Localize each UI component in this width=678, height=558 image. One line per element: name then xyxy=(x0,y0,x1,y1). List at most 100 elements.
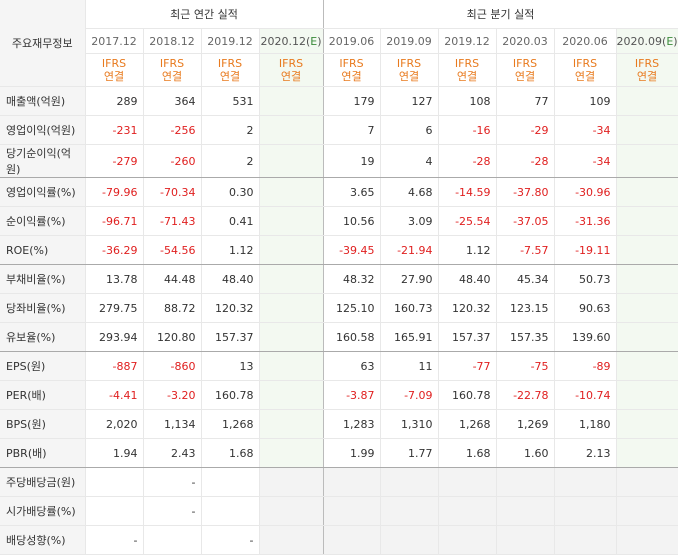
table-cell: -7.57 xyxy=(496,235,555,265)
table-cell: 127 xyxy=(380,86,439,116)
table-cell: -36.29 xyxy=(85,235,144,265)
table-cell xyxy=(323,467,381,497)
table-cell: -3.20 xyxy=(143,380,202,410)
table-cell: -54.56 xyxy=(143,235,202,265)
table-cell: 125.10 xyxy=(323,293,381,323)
table-cell: 2.43 xyxy=(143,438,202,468)
table-row: 순이익률(%) -96.71 -71.43 0.41 10.56 3.09 -25.54 -3… xyxy=(0,206,678,236)
table-cell xyxy=(616,496,678,526)
row-label[interactable]: 주당배당금(원) xyxy=(0,467,86,497)
table-cell: 3.65 xyxy=(323,177,381,207)
row-label[interactable]: 배당성향(%) xyxy=(0,525,86,555)
row-label[interactable]: EPS(원) xyxy=(0,351,86,381)
table-cell xyxy=(201,467,260,497)
table-cell xyxy=(259,144,324,178)
row-label[interactable]: 당기순이익(억원) xyxy=(0,144,86,178)
table-cell xyxy=(259,115,324,145)
table-cell: 4.68 xyxy=(380,177,439,207)
table-cell: -887 xyxy=(85,351,144,381)
row-label[interactable]: 당좌비율(%) xyxy=(0,293,86,323)
table-cell: 2 xyxy=(201,115,260,145)
table-cell xyxy=(259,409,324,439)
table-cell xyxy=(259,438,324,468)
period-header: 2019.12 xyxy=(438,28,497,54)
table-cell: 2.13 xyxy=(554,438,617,468)
table-cell xyxy=(616,525,678,555)
table-cell: -34 xyxy=(554,144,617,178)
table-cell: 160.78 xyxy=(201,380,260,410)
table-row: 부채비율(%) 13.78 44.48 48.40 48.32 27.90 48.40 45.… xyxy=(0,264,678,294)
row-label[interactable]: 유보율(%) xyxy=(0,322,86,352)
annual-group-header: 최근 연간 실적 xyxy=(85,0,324,29)
table-row: 당좌비율(%) 279.75 88.72 120.32 125.10 160.73 120.… xyxy=(0,293,678,323)
table-cell xyxy=(201,496,260,526)
row-label[interactable]: PER(배) xyxy=(0,380,86,410)
table-cell: 90.63 xyxy=(554,293,617,323)
table-cell: -34 xyxy=(554,115,617,145)
quarter-group-header: 최근 분기 실적 xyxy=(323,0,678,29)
row-label[interactable]: PBR(배) xyxy=(0,438,86,468)
table-row: EPS(원) -887 -860 13 63 11 -77 -75 -89 xyxy=(0,351,678,381)
table-cell: -10.74 xyxy=(554,380,617,410)
table-cell xyxy=(616,322,678,352)
period-header: 2018.12 xyxy=(143,28,202,54)
table-cell: - xyxy=(143,496,202,526)
table-cell: 531 xyxy=(201,86,260,116)
row-label[interactable]: 영업이익률(%) xyxy=(0,177,86,207)
table-cell: 1,310 xyxy=(380,409,439,439)
row-label[interactable]: 순이익률(%) xyxy=(0,206,86,236)
table-cell: 3.09 xyxy=(380,206,439,236)
table-cell: 19 xyxy=(323,144,381,178)
table-cell: 160.78 xyxy=(438,380,497,410)
table-cell: 77 xyxy=(496,86,555,116)
row-label[interactable]: 부채비율(%) xyxy=(0,264,86,294)
table-row: ROE(%) -36.29 -54.56 1.12 -39.45 -21.94 1.12 -7… xyxy=(0,235,678,265)
table-cell: 1.99 xyxy=(323,438,381,468)
table-row: 주당배당금(원) - xyxy=(0,467,678,497)
table-cell xyxy=(496,467,555,497)
table-cell: 157.35 xyxy=(496,322,555,352)
row-label[interactable]: 매출액(억원) xyxy=(0,86,86,116)
table-cell: - xyxy=(85,525,144,555)
table-cell xyxy=(85,467,144,497)
table-row: BPS(원) 2,020 1,134 1,268 1,283 1,310 1,268 1,26… xyxy=(0,409,678,439)
ifrs-label: IFRS 연결 xyxy=(201,53,260,87)
table-cell xyxy=(259,177,324,207)
period-header: 2020.06 xyxy=(554,28,617,54)
table-cell: -71.43 xyxy=(143,206,202,236)
row-label[interactable]: ROE(%) xyxy=(0,235,86,265)
table-cell: 63 xyxy=(323,351,381,381)
table-cell: -3.87 xyxy=(323,380,381,410)
table-cell xyxy=(259,467,324,497)
table-cell xyxy=(259,206,324,236)
table-cell xyxy=(380,496,439,526)
table-cell: 157.37 xyxy=(438,322,497,352)
table-cell xyxy=(438,496,497,526)
table-cell xyxy=(616,86,678,116)
estimate-marker: E xyxy=(310,34,318,48)
row-label[interactable]: 시가배당률(%) xyxy=(0,496,86,526)
table-cell: 2,020 xyxy=(85,409,144,439)
table-cell: 1.68 xyxy=(438,438,497,468)
table-cell: 48.40 xyxy=(438,264,497,294)
table-cell: 120.32 xyxy=(438,293,497,323)
table-cell xyxy=(259,235,324,265)
ifrs-label: IFRS 연결 xyxy=(438,53,497,87)
table-cell xyxy=(259,351,324,381)
table-cell: 2 xyxy=(201,144,260,178)
row-label[interactable]: BPS(원) xyxy=(0,409,86,439)
table-cell xyxy=(554,525,617,555)
table-cell: 279.75 xyxy=(85,293,144,323)
row-label[interactable]: 영업이익(억원) xyxy=(0,115,86,145)
table-cell xyxy=(259,380,324,410)
table-cell: 6 xyxy=(380,115,439,145)
table-cell: -75 xyxy=(496,351,555,381)
ifrs-label: IFRS 연결 xyxy=(85,53,144,87)
table-cell: 48.40 xyxy=(201,264,260,294)
header-corner: 주요재무정보 xyxy=(0,0,86,87)
table-cell xyxy=(259,322,324,352)
table-cell xyxy=(496,496,555,526)
table-cell: -19.11 xyxy=(554,235,617,265)
table-cell: 157.37 xyxy=(201,322,260,352)
table-cell: 123.15 xyxy=(496,293,555,323)
